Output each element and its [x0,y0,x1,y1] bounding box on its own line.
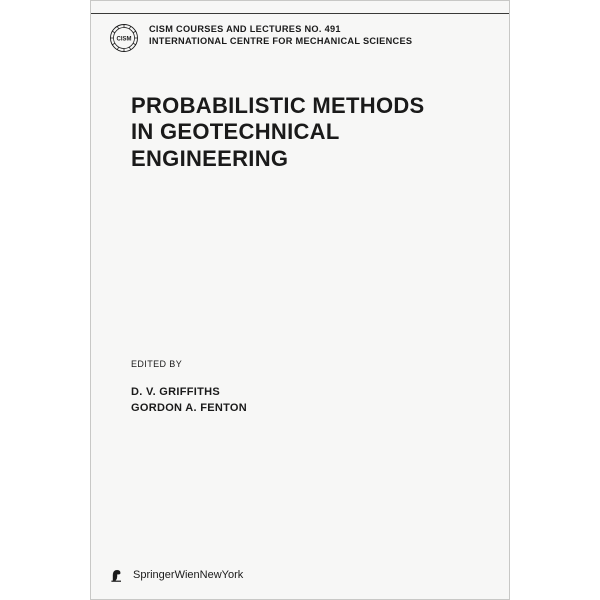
title-line3: ENGINEERING [131,146,479,172]
editors-block: D. V. GRIFFITHS GORDON A. FENTON [131,385,247,417]
title-line2: IN GEOTECHNICAL [131,119,479,145]
book-title: PROBABILISTIC METHODS IN GEOTECHNICAL EN… [131,93,479,172]
editor-2: GORDON A. FENTON [131,401,247,417]
editor-1: D. V. GRIFFITHS [131,385,247,401]
cism-logo-icon: CISM [109,23,139,53]
header-row: CISM CISM COURSES AND LECTURES NO. 491 I… [109,23,491,53]
book-cover: CISM CISM COURSES AND LECTURES NO. 491 I… [90,0,510,600]
title-line1: PROBABILISTIC METHODS [131,93,479,119]
publisher-row: SpringerWienNewYork [109,567,243,583]
series-line1: CISM COURSES AND LECTURES NO. 491 [149,23,412,35]
top-rule [91,13,509,14]
edited-by-label: EDITED BY [131,359,182,369]
series-text: CISM COURSES AND LECTURES NO. 491 INTERN… [149,23,412,48]
cism-logo-label: CISM [117,37,132,43]
publisher-name: SpringerWienNewYork [133,569,243,581]
series-line2: INTERNATIONAL CENTRE FOR MECHANICAL SCIE… [149,35,412,47]
springer-logo-icon [109,567,125,583]
